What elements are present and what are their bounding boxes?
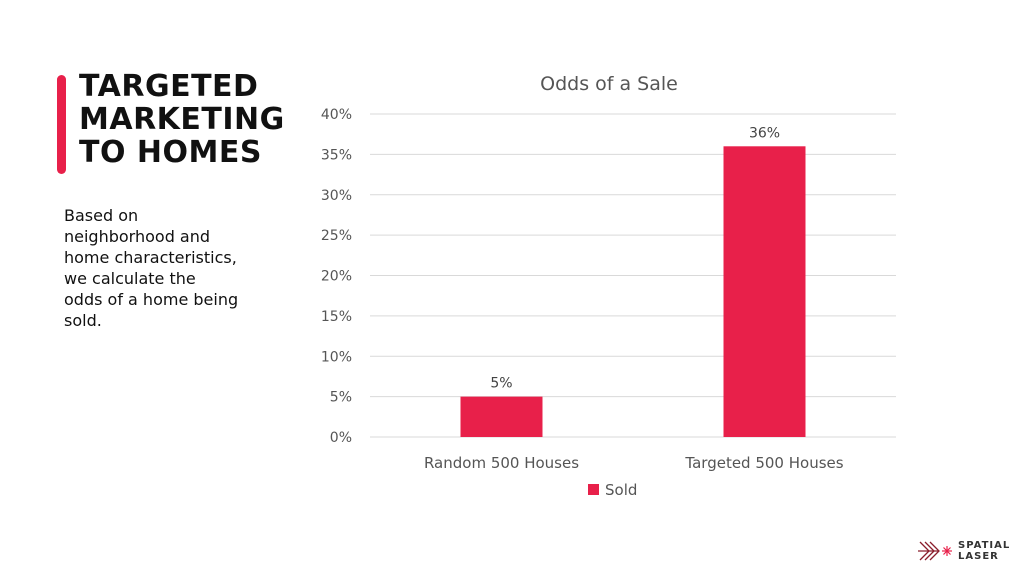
- spatial-laser-logo: SPATIAL LASER: [918, 540, 1010, 562]
- y-tick-label: 15%: [321, 309, 352, 325]
- slide-title-line: TARGETED: [79, 69, 259, 104]
- y-tick-label: 5%: [330, 390, 352, 406]
- logo-line: LASER: [958, 551, 999, 562]
- slide-title-line: MARKETING: [79, 102, 285, 137]
- y-tick-label: 10%: [321, 349, 352, 365]
- y-tick-label: 35%: [321, 147, 352, 163]
- y-tick-label: 0%: [330, 430, 352, 446]
- chevron-laser-icon: [918, 541, 952, 561]
- x-tick-label: Targeted 500 Houses: [684, 454, 843, 472]
- y-tick-label: 20%: [321, 269, 352, 285]
- slide-body-text: Based on neighborhood and home character…: [64, 206, 239, 330]
- chart-title: Odds of a Sale: [540, 73, 678, 95]
- logo-wordmark: SPATIAL LASER: [958, 540, 1010, 562]
- title-accent-bar: [57, 75, 66, 174]
- y-tick-label: 40%: [321, 107, 352, 123]
- y-tick-label: 30%: [321, 188, 352, 204]
- y-tick-label: 25%: [321, 228, 352, 244]
- logo-line: SPATIAL: [958, 540, 1011, 551]
- legend-label: Sold: [605, 481, 637, 499]
- legend-swatch: [588, 484, 599, 495]
- data-label: 5%: [490, 376, 512, 392]
- bar: [460, 396, 543, 437]
- data-label: 36%: [749, 125, 780, 141]
- x-tick-label: Random 500 Houses: [424, 454, 579, 472]
- slide-title-line: TO HOMES: [79, 135, 262, 170]
- slide-title: TARGETED MARKETING TO HOMES: [79, 70, 285, 169]
- bar: [723, 146, 806, 438]
